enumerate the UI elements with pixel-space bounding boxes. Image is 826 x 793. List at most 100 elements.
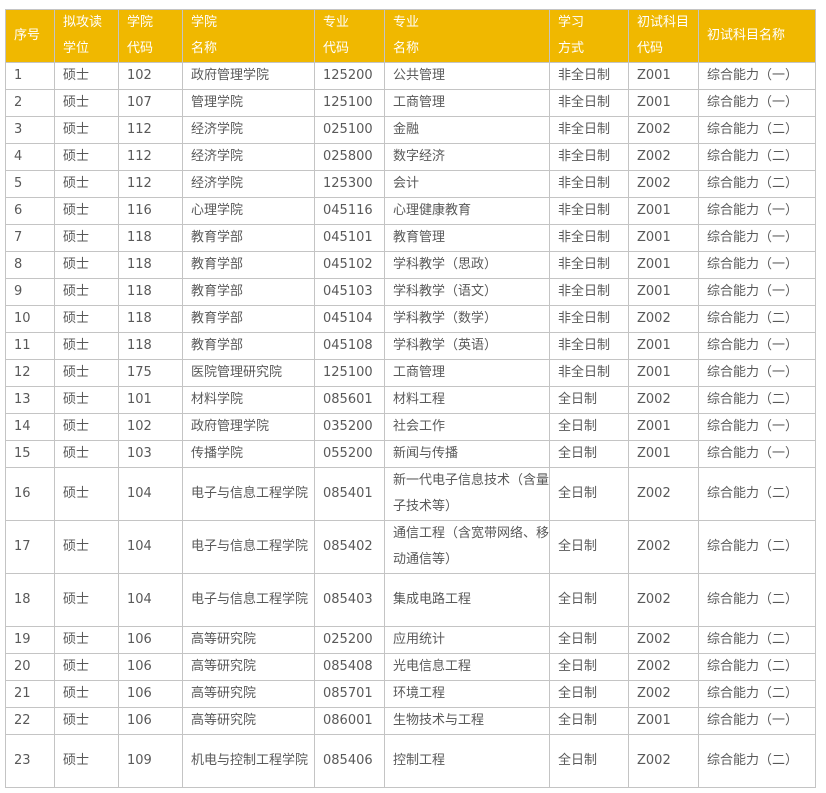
- cell-exam-name: 综合能力（二）: [698, 653, 816, 681]
- cell-exam-code: Z002: [628, 170, 699, 198]
- cell-major-name: 控制工程: [384, 734, 550, 788]
- cell-exam-name: 综合能力（二）: [698, 680, 816, 708]
- cell-study-mode: 非全日制: [549, 116, 629, 144]
- cell-exam-name: 综合能力（二）: [698, 143, 816, 171]
- cell-major-code: 045101: [314, 224, 385, 252]
- table-row: 13 硕士 101 材料学院 085601 材料工程 全日制 Z002 综合能力（二）: [5, 386, 816, 414]
- cell-exam-code: Z001: [628, 707, 699, 735]
- admissions-table: 序号 拟攻读学位 学院代码 学院名称 专业代码 专业名称 学习方式 初试科目代码 初试科目名称 …: [5, 9, 816, 788]
- cell-school-name: 材料学院: [182, 386, 315, 414]
- table-row: 4 硕士 112 经济学院 025800 数字经济 非全日制 Z002 综合能力（二）: [5, 143, 816, 171]
- cell-index: 22: [5, 707, 55, 735]
- cell-major-code: 035200: [314, 413, 385, 441]
- cell-exam-name: 综合能力（二）: [698, 520, 816, 574]
- cell-index: 15: [5, 440, 55, 468]
- cell-exam-code: Z002: [628, 386, 699, 414]
- cell-index: 2: [5, 89, 55, 117]
- cell-exam-name: 综合能力（一）: [698, 224, 816, 252]
- header-label: 初试科目代码: [637, 15, 690, 56]
- cell-study-mode: 全日制: [549, 467, 629, 521]
- cell-index: 16: [5, 467, 55, 521]
- cell-major-code: 025200: [314, 626, 385, 654]
- cell-index: 8: [5, 251, 55, 279]
- cell-study-mode: 非全日制: [549, 251, 629, 279]
- cell-degree: 硕士: [54, 278, 119, 306]
- cell-exam-name: 综合能力（一）: [698, 332, 816, 360]
- cell-major-name: 光电信息工程: [384, 653, 550, 681]
- cell-major-code: 045108: [314, 332, 385, 360]
- cell-exam-code: Z002: [628, 305, 699, 333]
- cell-study-mode: 全日制: [549, 707, 629, 735]
- cell-index: 7: [5, 224, 55, 252]
- table-header-row: 序号 拟攻读学位 学院代码 学院名称 专业代码 专业名称 学习方式 初试科目代码 初试科目名称: [5, 9, 816, 63]
- cell-major-code: 085408: [314, 653, 385, 681]
- cell-major-name: 会计: [384, 170, 550, 198]
- cell-exam-code: Z002: [628, 653, 699, 681]
- cell-school-name: 教育学部: [182, 251, 315, 279]
- table-row: 22 硕士 106 高等研究院 086001 生物技术与工程 全日制 Z001 综合能力（一）: [5, 707, 816, 735]
- cell-school-name: 机电与控制工程学院: [182, 734, 315, 788]
- table-row: 18 硕士 104 电子与信息工程学院 085403 集成电路工程 全日制 Z002 综合能力（…: [5, 573, 816, 627]
- cell-major-name: 心理健康教育: [384, 197, 550, 225]
- cell-index: 14: [5, 413, 55, 441]
- table-row: 14 硕士 102 政府管理学院 035200 社会工作 全日制 Z001 综合能力（一）: [5, 413, 816, 441]
- cell-school-name: 经济学院: [182, 143, 315, 171]
- table-row: 23 硕士 109 机电与控制工程学院 085406 控制工程 全日制 Z002 综合能力（二）: [5, 734, 816, 788]
- cell-study-mode: 全日制: [549, 734, 629, 788]
- table-row: 2 硕士 107 管理学院 125100 工商管理 非全日制 Z001 综合能力（一）: [5, 89, 816, 117]
- table-row: 17 硕士 104 电子与信息工程学院 085402 通信工程（含宽带网络、移动通信等）全…: [5, 520, 816, 574]
- cell-school-code: 102: [118, 413, 183, 441]
- cell-school-code: 112: [118, 170, 183, 198]
- cell-degree: 硕士: [54, 116, 119, 144]
- cell-school-code: 106: [118, 626, 183, 654]
- cell-major-name: 数字经济: [384, 143, 550, 171]
- cell-exam-name: 综合能力（一）: [698, 251, 816, 279]
- cell-study-mode: 全日制: [549, 626, 629, 654]
- header-col-school-code: 学院代码: [118, 9, 183, 63]
- cell-study-mode: 全日制: [549, 413, 629, 441]
- header-col-exam-name: 初试科目名称: [698, 9, 816, 63]
- cell-school-name: 管理学院: [182, 89, 315, 117]
- cell-exam-name: 综合能力（一）: [698, 413, 816, 441]
- cell-study-mode: 全日制: [549, 680, 629, 708]
- cell-exam-name: 综合能力（二）: [698, 116, 816, 144]
- cell-school-code: 104: [118, 520, 183, 574]
- cell-major-code: 085403: [314, 573, 385, 627]
- cell-index: 21: [5, 680, 55, 708]
- cell-degree: 硕士: [54, 440, 119, 468]
- cell-school-code: 116: [118, 197, 183, 225]
- cell-school-code: 107: [118, 89, 183, 117]
- cell-school-name: 心理学院: [182, 197, 315, 225]
- cell-school-code: 118: [118, 251, 183, 279]
- cell-degree: 硕士: [54, 170, 119, 198]
- cell-school-name: 传播学院: [182, 440, 315, 468]
- cell-exam-name: 综合能力（二）: [698, 734, 816, 788]
- cell-degree: 硕士: [54, 143, 119, 171]
- cell-exam-code: Z001: [628, 413, 699, 441]
- cell-school-name: 经济学院: [182, 170, 315, 198]
- cell-index: 4: [5, 143, 55, 171]
- cell-school-code: 103: [118, 440, 183, 468]
- cell-exam-name: 综合能力（二）: [698, 467, 816, 521]
- cell-degree: 硕士: [54, 520, 119, 574]
- cell-degree: 硕士: [54, 224, 119, 252]
- header-label: 学习方式: [558, 15, 585, 56]
- cell-study-mode: 非全日制: [549, 359, 629, 387]
- cell-exam-code: Z001: [628, 278, 699, 306]
- cell-index: 10: [5, 305, 55, 333]
- cell-school-name: 电子与信息工程学院: [182, 573, 315, 627]
- cell-exam-code: Z001: [628, 359, 699, 387]
- cell-study-mode: 非全日制: [549, 332, 629, 360]
- table-row: 21 硕士 106 高等研究院 085701 环境工程 全日制 Z002 综合能力（二）: [5, 680, 816, 708]
- cell-exam-name: 综合能力（二）: [698, 305, 816, 333]
- cell-major-code: 085701: [314, 680, 385, 708]
- cell-school-name: 医院管理研究院: [182, 359, 315, 387]
- cell-major-code: 085402: [314, 520, 385, 574]
- header-label: 拟攻读学位: [63, 15, 103, 56]
- cell-exam-code: Z002: [628, 467, 699, 521]
- table-row: 15 硕士 103 传播学院 055200 新闻与传播 全日制 Z001 综合能力（一）: [5, 440, 816, 468]
- cell-exam-code: Z002: [628, 143, 699, 171]
- cell-degree: 硕士: [54, 89, 119, 117]
- cell-major-code: 025100: [314, 116, 385, 144]
- cell-degree: 硕士: [54, 386, 119, 414]
